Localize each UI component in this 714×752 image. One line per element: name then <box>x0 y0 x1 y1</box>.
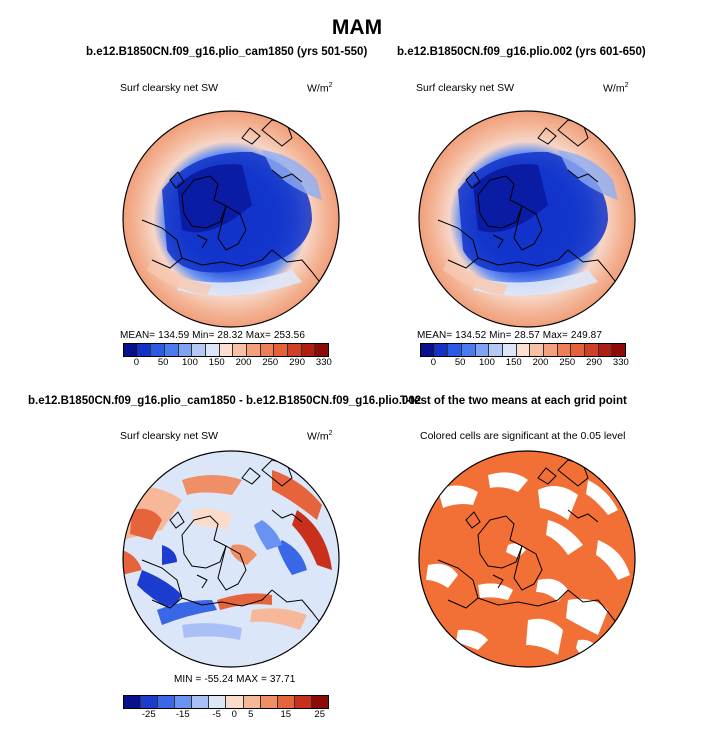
panel1-units: W/m2 <box>307 82 333 95</box>
colorbar-tick-label: 290 <box>289 357 305 368</box>
colorbar-tick-label: 200 <box>235 357 252 368</box>
panel3-title: b.e12.B1850CN.f09_g16.plio_cam1850 - b.e… <box>28 395 422 407</box>
colorbar-swatch <box>141 696 159 708</box>
panel3-units: W/m2 <box>307 430 333 443</box>
colorbar-swatch <box>219 344 234 356</box>
colorbar-swatch <box>585 344 599 356</box>
colorbar-swatch <box>612 344 626 356</box>
colorbar-swatch <box>462 344 476 356</box>
colorbar-tick-label: 50 <box>454 357 466 368</box>
colorbar-tick-label: 0 <box>231 709 237 720</box>
colorbar-swatch <box>544 344 558 356</box>
colorbar-swatch <box>233 344 248 356</box>
colorbar-swatch <box>598 344 613 356</box>
panel3-colorbar-ticks: -25 -15 -5 0 5 15 25 <box>123 709 329 721</box>
colorbar-swatch <box>124 344 138 356</box>
panel2-variable: Surf clearsky net SW <box>416 82 515 94</box>
panel4-title: T-test of the two means at each grid poi… <box>400 395 627 407</box>
colorbar-swatch <box>311 696 328 708</box>
colorbar-tick-label: 200 <box>532 357 549 368</box>
colorbar-tick-label: 100 <box>182 357 198 368</box>
panel2-units: W/m2 <box>603 82 629 95</box>
colorbar-swatch <box>315 344 329 356</box>
panel3-variable: Surf clearsky net SW <box>120 430 219 442</box>
colorbar-swatch <box>158 696 176 708</box>
colorbar-swatch <box>421 344 435 356</box>
colorbar-tick-label: 330 <box>612 357 629 368</box>
panel2-polar-map <box>418 110 636 328</box>
colorbar-swatch <box>274 344 289 356</box>
panel2-stats: MEAN= 134.52 Min= 28.57 Max= 249.87 <box>417 330 603 341</box>
colorbar-tick-label: 100 <box>479 357 495 368</box>
panel1-stats: MEAN= 134.59 Min= 28.32 Max= 253.56 <box>120 330 306 341</box>
colorbar-swatch <box>165 344 179 356</box>
panel1-variable: Surf clearsky net SW <box>120 82 219 94</box>
colorbar-tick-label: 5 <box>248 709 254 720</box>
colorbar-swatch <box>206 344 220 356</box>
colorbar-swatch <box>175 696 193 708</box>
colorbar-swatch <box>571 344 586 356</box>
panel2-colorbar-ticks: 0 50 100 150 200 250 290 330 <box>420 357 629 369</box>
colorbar-tick-label: 0 <box>133 357 140 368</box>
colorbar-swatch <box>209 696 227 708</box>
colorbar-tick-label: -5 <box>212 709 221 720</box>
colorbar-swatch <box>530 344 545 356</box>
colorbar-tick-label: 290 <box>586 357 602 368</box>
colorbar-tick-label: 150 <box>208 357 225 368</box>
colorbar-tick-label: 15 <box>280 709 292 720</box>
colorbar-swatch <box>557 344 572 356</box>
colorbar-swatch <box>192 696 210 708</box>
panel3-polar-map <box>122 450 340 668</box>
colorbar-swatch <box>260 344 275 356</box>
colorbar-swatch <box>277 696 295 708</box>
colorbar-tick-label: 50 <box>157 357 169 368</box>
colorbar-swatch <box>247 344 261 356</box>
colorbar-tick-label: 330 <box>315 357 332 368</box>
colorbar-swatch <box>503 344 517 356</box>
colorbar-tick-label: -15 <box>175 709 190 720</box>
colorbar-swatch <box>448 344 463 356</box>
colorbar-swatch <box>124 696 142 708</box>
panel4-subtitle: Colored cells are significant at the 0.0… <box>420 430 626 442</box>
colorbar-swatch <box>243 696 261 708</box>
panel2-colorbar: 0 50 100 150 200 250 290 330 <box>420 343 629 369</box>
panel1-colorbar-ticks: 0 50 100 150 200 250 290 330 <box>123 357 332 369</box>
panel3-stats: MIN = -55.24 MAX = 37.71 <box>174 674 296 685</box>
colorbar-tick-label: 250 <box>262 357 279 368</box>
colorbar-tick-label: 25 <box>314 709 326 720</box>
panel2-title: b.e12.B1850CN.f09_g16.plio.002 (yrs 601-… <box>397 46 646 58</box>
colorbar-swatch <box>434 344 449 356</box>
colorbar-tick-label: 250 <box>559 357 576 368</box>
colorbar-swatch <box>178 344 193 356</box>
colorbar-tick-label: 150 <box>505 357 522 368</box>
panel1-colorbar: 0 50 100 150 200 250 290 330 <box>123 343 332 369</box>
panel4-significance-map <box>418 450 636 668</box>
colorbar-tick-label: 0 <box>430 357 437 368</box>
colorbar-swatch <box>260 696 278 708</box>
colorbar-swatch <box>294 696 312 708</box>
colorbar-swatch <box>475 344 490 356</box>
season-title: MAM <box>331 16 383 39</box>
colorbar-swatch <box>192 344 207 356</box>
colorbar-swatch <box>288 344 302 356</box>
colorbar-swatch <box>151 344 166 356</box>
panel1-title: b.e12.B1850CN.f09_g16.plio_cam1850 (yrs … <box>86 46 368 58</box>
colorbar-swatch <box>226 696 244 708</box>
colorbar-tick-label: -25 <box>141 709 156 720</box>
panel3-colorbar: -25 -15 -5 0 5 15 25 <box>123 695 329 721</box>
colorbar-swatch <box>489 344 504 356</box>
panel1-polar-map <box>122 110 340 328</box>
colorbar-swatch <box>137 344 152 356</box>
colorbar-swatch <box>516 344 531 356</box>
colorbar-swatch <box>301 344 316 356</box>
